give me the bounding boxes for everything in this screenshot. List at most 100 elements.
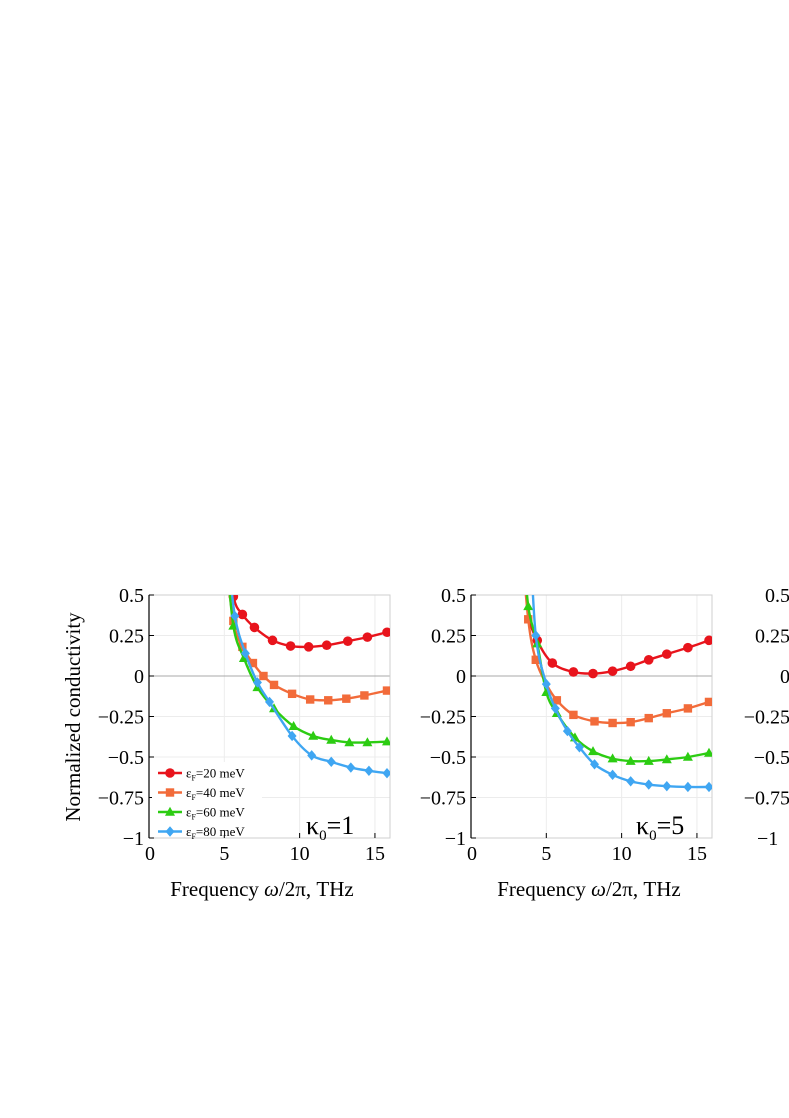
y-tick-label: −0.75	[744, 788, 789, 810]
data-point	[346, 762, 356, 773]
data-point	[608, 718, 617, 728]
data-point	[382, 686, 390, 695]
x-tick-labels: 0 5 10 15	[467, 843, 707, 865]
y-tick-label: −0.25	[744, 707, 789, 729]
data-point	[342, 694, 351, 703]
data-point	[626, 776, 636, 787]
y-tick-label: 0.5	[765, 585, 789, 607]
y-tick-label: −1	[445, 828, 466, 850]
data-point	[588, 668, 598, 679]
legend-marker	[165, 788, 175, 797]
data-point	[625, 755, 636, 765]
data-point	[662, 780, 672, 792]
data-point	[324, 696, 333, 705]
data-point	[704, 697, 712, 707]
data-point	[590, 717, 599, 726]
data-point	[569, 710, 578, 720]
data-point	[531, 630, 541, 641]
data-point	[574, 742, 584, 753]
y-tick-label: −0.75	[98, 788, 144, 810]
y-tick-label: −1	[123, 828, 144, 850]
data-point	[552, 696, 562, 705]
legend-label: εF=20 meV	[186, 766, 245, 783]
y-tick-label: 0.25	[109, 626, 144, 648]
x-tick-label: 0	[145, 843, 155, 865]
data-point	[252, 677, 262, 688]
data-point	[661, 754, 672, 764]
legend-marker	[165, 826, 175, 837]
y-tick-label: −0.75	[420, 788, 466, 810]
data-point	[588, 746, 599, 756]
data-point	[550, 703, 560, 714]
chart-panel-3-y-tick-labels: 0.5 0.25 0 −0.25 −0.5 −0.75 −1	[744, 585, 789, 850]
series-diamond	[531, 595, 712, 793]
y-tick-labels: 0.5 0.25 0 −0.25 −0.5 −0.75 −1	[420, 585, 466, 850]
data-point	[704, 635, 712, 646]
data-point	[625, 661, 636, 672]
data-point	[269, 680, 279, 690]
data-point	[523, 601, 534, 611]
series-line	[531, 595, 709, 789]
data-point	[249, 622, 260, 633]
data-point	[326, 734, 337, 744]
data-point	[662, 649, 672, 659]
data-point	[362, 632, 373, 642]
data-point	[607, 753, 618, 763]
x-tick-label: 15	[687, 843, 707, 865]
y-tick-label: 0	[134, 666, 144, 688]
chart-panel-kappa-5: 0.5 0.25 0 −0.25 −0.5 −0.75 −1 0 5 10 15 Frequenc…	[420, 585, 713, 901]
legend-entry: εF=20 meV	[158, 766, 245, 783]
y-tick-label: 0.25	[431, 626, 466, 648]
series-group	[523, 595, 712, 793]
data-point	[364, 765, 374, 776]
data-point	[237, 609, 248, 620]
data-point	[248, 658, 258, 668]
data-point	[287, 730, 297, 742]
y-tick-label: 0.5	[441, 585, 466, 607]
data-point	[360, 691, 369, 700]
data-point	[626, 717, 635, 727]
series-square	[228, 595, 390, 705]
y-tick-label: 0.25	[755, 626, 789, 648]
data-point	[607, 666, 618, 676]
data-point	[326, 756, 336, 768]
data-point	[682, 751, 693, 761]
data-point	[230, 610, 240, 622]
y-tick-label: 0	[456, 666, 466, 688]
data-point	[285, 641, 296, 651]
data-point	[362, 737, 373, 747]
series-group	[228, 595, 390, 779]
data-point	[662, 709, 672, 718]
data-point	[288, 721, 299, 731]
y-axis-label: Normalized conductivity	[61, 612, 85, 822]
data-point	[381, 736, 390, 746]
data-point	[562, 725, 572, 737]
data-point	[307, 750, 317, 761]
data-point	[321, 640, 332, 651]
data-point	[644, 713, 653, 723]
legend-marker	[165, 806, 175, 816]
data-point	[228, 620, 239, 630]
series-circle	[525, 595, 712, 679]
y-tick-label: 0.5	[119, 585, 144, 607]
legend-entry: εF=80 meV	[158, 824, 245, 841]
series-diamond	[230, 595, 390, 779]
chart-panel-kappa-1: 0.5 0.25 0 −0.25 −0.5 −0.75 −1 0 5 10 15 Normaliz…	[61, 585, 391, 901]
data-point	[644, 779, 654, 790]
x-tick-label: 10	[290, 843, 310, 865]
x-tick-label: 0	[467, 843, 477, 865]
data-point	[541, 678, 551, 690]
data-point	[524, 615, 533, 624]
plot-frame	[470, 594, 713, 839]
x-axis-label: Frequency ω/2π, THz	[497, 877, 680, 901]
plot-frame	[148, 594, 391, 839]
data-point	[683, 642, 693, 653]
kappa-label: κ0=1	[306, 811, 354, 844]
data-point	[643, 755, 654, 765]
x-tick-labels: 0 5 10 15	[145, 843, 385, 865]
data-point	[382, 627, 390, 638]
x-tick-label: 10	[612, 843, 632, 865]
kappa-label: κ0=5	[636, 811, 684, 844]
data-point	[344, 737, 355, 747]
data-point	[308, 730, 319, 740]
